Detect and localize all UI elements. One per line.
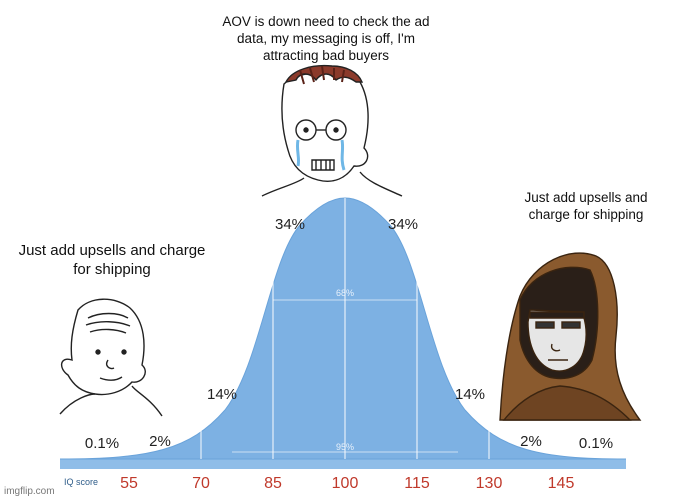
axis-tick-115: 115: [404, 475, 430, 492]
pct-2-right: 2%: [520, 433, 542, 450]
caption-top: AOV is down need to check the ad data, m…: [222, 14, 430, 63]
axis-label: IQ score: [64, 477, 98, 487]
pct-01-right: 0.1%: [579, 435, 613, 452]
axis-tick-55: 55: [120, 475, 138, 492]
caption-left: Just add upsells and charge for shipping: [18, 242, 206, 278]
pct-2-left: 2%: [149, 433, 171, 450]
label-68: 68%: [336, 288, 354, 298]
axis-tick-85: 85: [264, 475, 282, 492]
caption-right: Just add upsells and charge for shipping: [524, 190, 648, 222]
pct-34-left: 34%: [275, 216, 305, 233]
pct-34-right: 34%: [388, 216, 418, 233]
axis-ticks: 55 70 85 100 115 130 145: [120, 475, 574, 492]
pct-14-left: 14%: [207, 386, 237, 403]
axis-tick-130: 130: [476, 475, 503, 492]
wojak-left-face-icon: [59, 298, 163, 417]
axis-band: [60, 459, 626, 469]
label-95: 95%: [336, 442, 354, 452]
wojak-right-hooded-face-icon: [499, 252, 642, 421]
pct-14-right: 14%: [455, 386, 485, 403]
axis-tick-70: 70: [192, 475, 210, 492]
pct-01-left: 0.1%: [85, 435, 119, 452]
axis-tick-145: 145: [548, 475, 575, 492]
wojak-middle-face-icon: [261, 64, 403, 197]
axis-tick-100: 100: [332, 475, 359, 492]
watermark: imgflip.com: [4, 486, 55, 497]
